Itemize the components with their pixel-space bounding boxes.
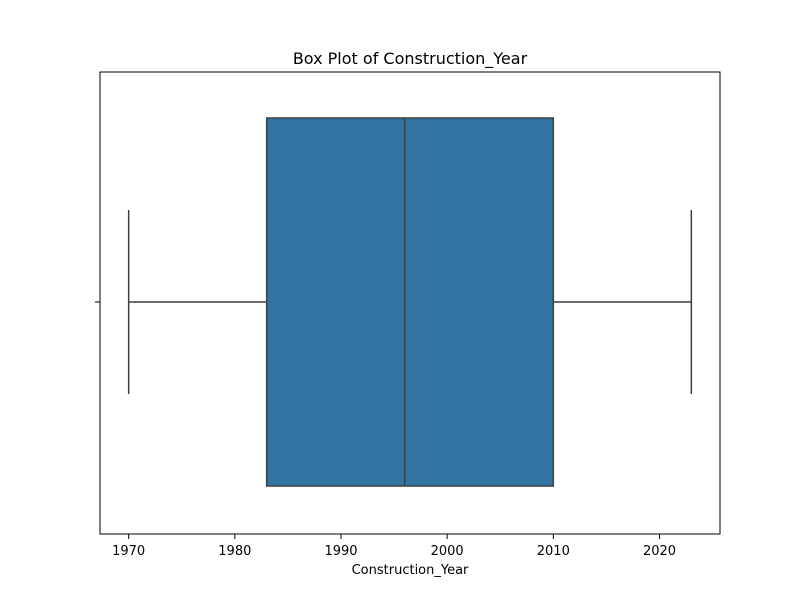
- iqr-box: [265, 117, 555, 487]
- chart-title: Box Plot of Construction_Year: [293, 49, 528, 69]
- axes-frame: [99, 71, 721, 535]
- x-tick-label: 1980: [218, 544, 251, 559]
- x-axis-label: Construction_Year: [352, 563, 469, 578]
- plot-area: 1970 1980 1990 2000 2010 2020: [95, 71, 721, 559]
- x-tick-label: 2020: [643, 544, 676, 559]
- x-tick-label: 1970: [112, 544, 145, 559]
- x-tick-label: 2010: [537, 544, 570, 559]
- x-tick-label: 2000: [431, 544, 464, 559]
- x-tick-label: 1990: [324, 544, 357, 559]
